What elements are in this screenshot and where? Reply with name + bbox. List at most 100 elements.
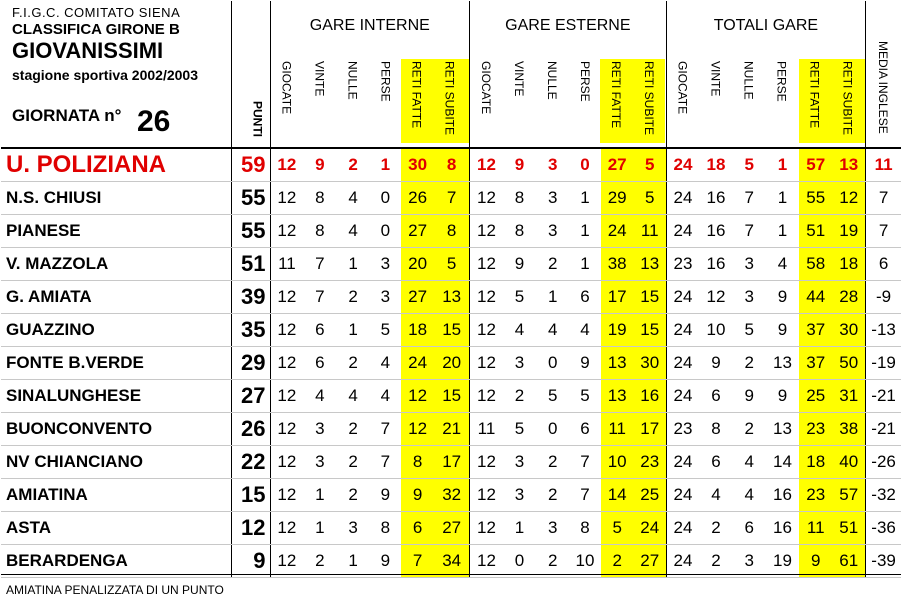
- stat-cell: 20: [434, 346, 471, 380]
- stat-cell: 8: [502, 214, 537, 248]
- stat-cell: 2: [336, 346, 370, 380]
- stat-cell: 13: [765, 412, 800, 446]
- stat-cell: 32: [434, 478, 471, 512]
- points-cell: 29: [231, 346, 271, 380]
- sub-column-label: PERSE: [774, 61, 789, 102]
- table-row: V. MAZZOLA 51 11 7 1 3 20 5 12 9 2 1 38 13 23 16 3 4 58 18 6: [1, 247, 901, 281]
- media-inglese-cell: 7: [865, 181, 901, 215]
- stat-cell: 12: [469, 247, 503, 281]
- stat-cell: 2: [336, 280, 370, 314]
- stat-cell: 16: [633, 379, 667, 413]
- stat-cell: 2: [732, 346, 766, 380]
- stat-cell: 1: [765, 148, 800, 182]
- stat-cell: 15: [434, 313, 471, 347]
- stat-cell: 23: [799, 412, 833, 446]
- sub-column-header: RETI FATTE: [798, 59, 832, 143]
- stat-cell: 37: [799, 313, 833, 347]
- giornata-number: 26: [137, 105, 171, 138]
- stat-cell: 1: [336, 544, 370, 578]
- stat-cell: 3: [536, 148, 570, 182]
- stat-cell: 7: [369, 412, 401, 446]
- stat-cell: 12: [699, 280, 733, 314]
- stat-cell: 11: [469, 412, 503, 446]
- stat-cell: 6: [699, 445, 733, 479]
- stat-cell: 3: [536, 214, 570, 248]
- stat-cell: 6: [303, 346, 337, 380]
- stat-cell: 11: [799, 511, 833, 545]
- points-cell: 39: [231, 280, 271, 314]
- stat-cell: 4: [765, 247, 800, 281]
- stat-cell: 12: [469, 346, 503, 380]
- stat-cell: 20: [401, 247, 435, 281]
- sub-column-header: GIOCATE: [667, 59, 700, 143]
- stat-cell: 24: [666, 181, 700, 215]
- stat-cell: 11: [600, 412, 634, 446]
- media-inglese-cell: -26: [865, 445, 901, 479]
- table-bottom-border: [1, 574, 901, 575]
- header-row: F.I.G.C. COMITATO SIENA CLASSIFICA GIRON…: [1, 1, 901, 149]
- stat-cell: 6: [303, 313, 337, 347]
- stat-cell: 12: [270, 280, 304, 314]
- sub-column-header: PERSE: [569, 59, 600, 143]
- stat-cell: 15: [434, 379, 471, 413]
- stat-cell: 1: [765, 214, 800, 248]
- stat-cell: 9: [732, 379, 766, 413]
- stat-cell: 27: [401, 214, 435, 248]
- stat-cell: 0: [369, 181, 401, 215]
- stat-cell: 4: [732, 478, 766, 512]
- stat-cell: 16: [765, 478, 800, 512]
- stat-cell: 25: [799, 379, 833, 413]
- table-row: N.S. CHIUSI 55 12 8 4 0 26 7 12 8 3 1 29 5 24 16 7 1 55 12 7: [1, 181, 901, 215]
- stat-cell: 24: [666, 511, 700, 545]
- stat-cell: 19: [765, 544, 800, 578]
- stat-cell: 8: [569, 511, 601, 545]
- points-cell: 27: [231, 379, 271, 413]
- stat-cell: 6: [699, 379, 733, 413]
- stat-cell: 31: [832, 379, 867, 413]
- sub-column-label: PERSE: [578, 61, 593, 102]
- sub-column-header: GIOCATE: [470, 59, 503, 143]
- sub-column-header: GIOCATE: [271, 59, 304, 143]
- stat-cell: 0: [502, 544, 537, 578]
- stat-cell: 4: [569, 313, 601, 347]
- media-inglese-cell: -32: [865, 478, 901, 512]
- stat-cell: 5: [633, 181, 667, 215]
- stat-cell: 12: [270, 346, 304, 380]
- media-inglese-cell: -36: [865, 511, 901, 545]
- stat-cell: 1: [336, 313, 370, 347]
- stat-cell: 9: [799, 544, 833, 578]
- stat-cell: 12: [270, 511, 304, 545]
- stat-cell: 38: [832, 412, 867, 446]
- stat-cell: 3: [502, 346, 537, 380]
- team-name: AMIATINA: [1, 478, 233, 512]
- stat-cell: 15: [633, 313, 667, 347]
- classifica-label: CLASSIFICA GIRONE B: [12, 21, 180, 38]
- table-row: ASTA 12 12 1 3 8 6 27 12 1 3 8 5 24 24 2 6 16 11 51 -36: [1, 511, 901, 545]
- table-row: BUONCONVENTO 26 12 3 2 7 12 21 11 5 0 6 11 17 23 8 2 13 23…: [1, 412, 901, 446]
- sub-column-label: RETI FATTE: [609, 61, 624, 129]
- sub-column-label: RETI SUBITE: [642, 61, 657, 136]
- group-title: TOTALI GARE: [713, 17, 819, 34]
- team-name: SINALUNGHESE: [1, 379, 233, 413]
- stat-cell: 16: [765, 511, 800, 545]
- stat-cell: 14: [600, 478, 634, 512]
- stat-cell: 30: [633, 346, 667, 380]
- stat-cell: 27: [401, 280, 435, 314]
- sub-column-header: NULLE: [337, 59, 370, 143]
- team-name: GUAZZINO: [1, 313, 233, 347]
- stat-cell: 16: [699, 214, 733, 248]
- stat-cell: 0: [536, 412, 570, 446]
- stat-cell: 38: [600, 247, 634, 281]
- stat-cell: 3: [732, 544, 766, 578]
- stat-cell: 57: [799, 148, 833, 182]
- stat-cell: 24: [666, 313, 700, 347]
- stat-cell: 8: [699, 412, 733, 446]
- stat-cell: 40: [832, 445, 867, 479]
- table-row: AMIATINA 15 12 1 2 9 9 32 12 3 2 7 14 25 24 4 4 16 23 57 -32: [1, 478, 901, 512]
- stat-cell: 4: [369, 346, 401, 380]
- stat-cell: 12: [270, 148, 304, 182]
- stat-cell: 9: [765, 280, 800, 314]
- stat-cell: 1: [765, 181, 800, 215]
- sub-column-label: RETI FATTE: [409, 61, 424, 129]
- stat-cell: 2: [536, 247, 570, 281]
